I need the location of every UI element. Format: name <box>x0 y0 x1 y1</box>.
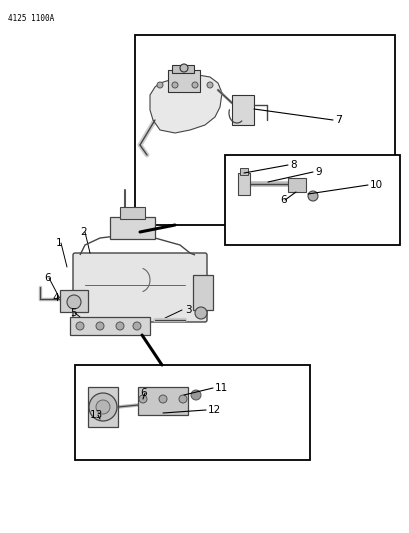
Bar <box>138 387 188 415</box>
Circle shape <box>133 322 141 330</box>
Circle shape <box>195 307 207 319</box>
Circle shape <box>76 322 84 330</box>
Bar <box>172 65 193 73</box>
Circle shape <box>179 395 187 403</box>
Bar <box>120 207 145 219</box>
Polygon shape <box>150 75 221 133</box>
FancyBboxPatch shape <box>73 253 207 322</box>
Circle shape <box>139 395 147 403</box>
Bar <box>168 70 200 92</box>
Text: 7: 7 <box>334 115 341 125</box>
Circle shape <box>172 82 178 88</box>
Text: 1: 1 <box>56 238 63 248</box>
Text: 4125 1100A: 4125 1100A <box>8 14 54 23</box>
Circle shape <box>157 82 163 88</box>
Text: 6: 6 <box>139 388 146 398</box>
Bar <box>237 173 249 195</box>
Circle shape <box>96 322 104 330</box>
Circle shape <box>180 64 188 72</box>
Bar <box>239 168 247 175</box>
Bar <box>287 178 305 192</box>
Text: 8: 8 <box>289 160 296 170</box>
Circle shape <box>307 191 317 201</box>
Text: 5: 5 <box>70 308 76 318</box>
Text: 13: 13 <box>90 410 103 420</box>
Text: 12: 12 <box>207 405 221 415</box>
Text: 3: 3 <box>184 305 191 315</box>
Bar <box>231 95 254 125</box>
Text: 4: 4 <box>52 293 58 303</box>
Text: 9: 9 <box>314 167 321 177</box>
Circle shape <box>159 395 166 403</box>
Circle shape <box>116 322 124 330</box>
Text: 6: 6 <box>279 195 286 205</box>
Bar <box>70 317 150 335</box>
Bar <box>225 155 399 245</box>
Bar <box>75 365 309 460</box>
Text: 11: 11 <box>214 383 228 393</box>
Circle shape <box>89 393 117 421</box>
Bar <box>135 35 394 225</box>
Text: 10: 10 <box>369 180 382 190</box>
Bar <box>193 275 213 310</box>
Bar <box>88 387 118 427</box>
Circle shape <box>207 82 213 88</box>
Circle shape <box>191 390 200 400</box>
Text: 2: 2 <box>80 227 86 237</box>
Circle shape <box>67 295 81 309</box>
Bar <box>110 217 155 239</box>
Circle shape <box>191 82 198 88</box>
Circle shape <box>96 400 110 414</box>
Bar <box>60 290 88 312</box>
Text: 6: 6 <box>44 273 50 283</box>
